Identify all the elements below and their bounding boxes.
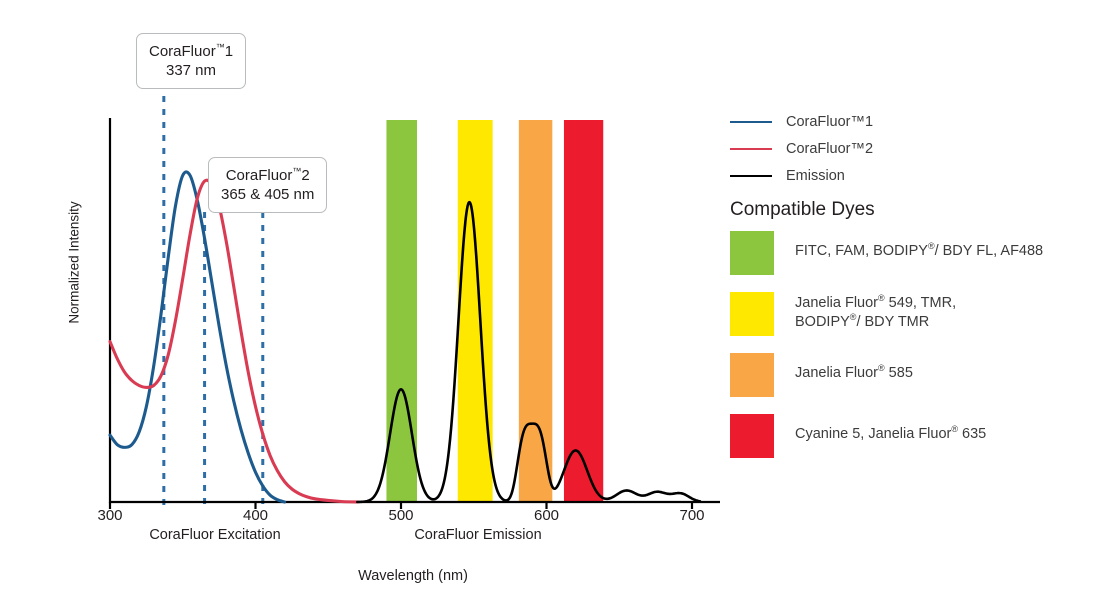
legend-item-label: CoraFluor™2: [786, 140, 874, 157]
dye-item-3: Cyanine 5, Janelia Fluor® 635: [730, 414, 1100, 458]
dye-color-swatch: [730, 414, 774, 458]
dye-band-red: [563, 120, 604, 502]
legend-item-label: Emission: [786, 167, 845, 184]
x-tick-label-400: 400: [242, 507, 269, 524]
dye-item-label: Janelia Fluor® 549, TMR, BODIPY®/ BDY TMR: [795, 293, 957, 330]
curve-emission: [356, 200, 702, 504]
legend-item-1: CoraFluor™2: [730, 135, 1090, 162]
dye-item-0: FITC, FAM, BODIPY®/ BDY FL, AF488: [730, 231, 1100, 275]
legend-item-0: CoraFluor™1: [730, 108, 1090, 135]
compatible-dyes-list: FITC, FAM, BODIPY®/ BDY FL, AF488 Janelia…: [730, 231, 1100, 475]
dye-item-1: Janelia Fluor® 549, TMR, BODIPY®/ BDY TMR: [730, 292, 1100, 336]
dye-color-swatch: [730, 231, 774, 275]
legend-item-2: Emission: [730, 162, 1090, 189]
series-legend: CoraFluor™1 CoraFluor™2 Emission: [730, 108, 1090, 189]
callout-corafluor1-value: 337 nm: [165, 62, 217, 79]
compatible-dyes-heading: Compatible Dyes: [730, 199, 875, 220]
x-tick-label-500: 500: [388, 507, 414, 524]
caption-emission: CoraFluor Emission: [414, 527, 542, 543]
callout-corafluor1-title: CoraFluor™1: [149, 42, 234, 61]
dye-band-orange: [518, 120, 553, 502]
dye-item-label: FITC, FAM, BODIPY®/ BDY FL, AF488: [795, 241, 1044, 259]
caption-excitation: CoraFluor Excitation: [149, 527, 281, 543]
legend-line-swatch: [730, 120, 772, 123]
dye-band-yellow: [457, 120, 493, 502]
curve-corafluor1: [108, 170, 287, 504]
dye-item-label: Cyanine 5, Janelia Fluor® 635: [795, 424, 987, 442]
x-tick-label-300: 300: [97, 507, 123, 524]
dye-color-swatch: [730, 292, 774, 336]
callout-corafluor1: CoraFluor™1 337 nm: [136, 33, 247, 89]
dye-item-label: Janelia Fluor® 585: [795, 363, 913, 381]
dye-item-2: Janelia Fluor® 585: [730, 353, 1100, 397]
trademark-icon: ™: [292, 166, 302, 176]
legend-item-label: CoraFluor™1: [786, 113, 874, 130]
callout-corafluor2-value: 365 & 405 nm: [221, 186, 315, 203]
x-tick-label-600: 600: [533, 507, 560, 524]
legend-line-swatch: [730, 174, 772, 177]
curve-corafluor2: [108, 178, 359, 504]
y-axis-title: Normalized Intensity: [66, 201, 82, 324]
x-axis-title: Wavelength (nm): [358, 568, 468, 584]
x-tick-label-700: 700: [679, 507, 705, 524]
trademark-icon: ™: [215, 42, 225, 52]
callout-corafluor2: CoraFluor™2 365 & 405 nm: [208, 157, 328, 213]
callout-corafluor2-title: CoraFluor™2: [225, 166, 310, 185]
dye-color-swatch: [730, 353, 774, 397]
legend-line-swatch: [730, 147, 772, 150]
